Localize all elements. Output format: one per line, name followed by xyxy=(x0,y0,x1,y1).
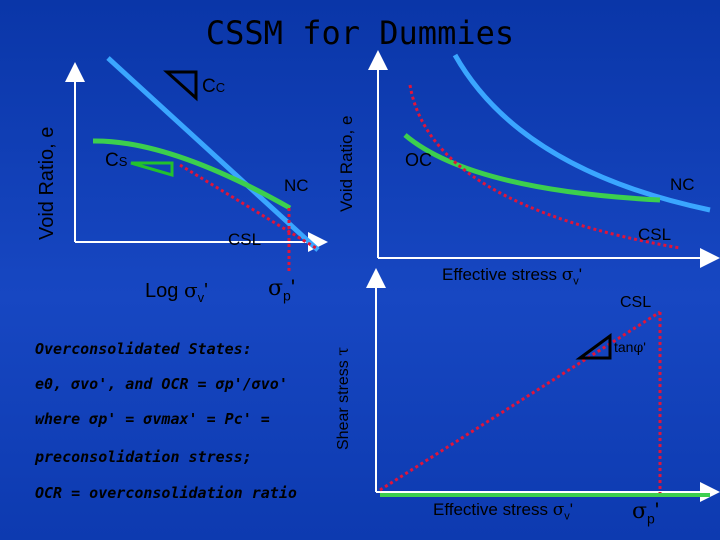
notes-line-1: e0, σvo', and OCR = σp'/σvo' xyxy=(35,375,288,393)
right-top-x-axis-label: Effective stress σv' xyxy=(442,265,583,288)
left-csl-line xyxy=(179,163,317,250)
oc-label: OC xyxy=(405,150,432,170)
cc-slope-triangle xyxy=(163,70,198,102)
left-csl-label: CSL xyxy=(228,230,262,249)
left-panel xyxy=(65,56,328,272)
right-bottom-csl-line xyxy=(379,310,661,492)
notes-line-3: preconsolidation stress; xyxy=(35,448,252,466)
left-nc-line xyxy=(106,56,320,252)
right-bottom-y-axis-label: Shear stress τ xyxy=(333,346,352,450)
tan-phi-label: tanφ' xyxy=(614,339,646,356)
left-x-axis-label: Log σv' xyxy=(145,278,208,305)
cs-slope-triangle xyxy=(130,161,174,178)
right-top-panel xyxy=(368,50,720,268)
notes-line-4: OCR = overconsolidation ratio xyxy=(35,484,297,502)
right-bottom-panel xyxy=(366,268,720,502)
left-y-axis-label: Void Ratio, e xyxy=(36,126,58,240)
right-top-csl-curve xyxy=(408,84,681,250)
notes-heading: Overconsolidated States: xyxy=(35,340,252,358)
page-title: CSSM for Dummies xyxy=(205,14,515,52)
right-bottom-csl-label: CSL xyxy=(620,294,652,311)
right-top-nc-curve xyxy=(452,53,711,213)
right-top-csl-label: CSL xyxy=(638,225,672,244)
tan-phi-slope-triangle xyxy=(575,333,612,360)
right-top-y-axis-label: Void Ratio, e xyxy=(337,115,356,212)
cs-label: CS xyxy=(105,150,128,171)
right-top-nc-label: NC xyxy=(670,175,695,194)
notes-line-2: where σp' = σvmax' = Pc' = xyxy=(35,410,270,428)
cc-label: CC xyxy=(202,76,226,97)
right-top-oc-curve xyxy=(403,133,661,203)
left-recompression-line xyxy=(92,138,292,211)
right-bottom-x-axis-label: Effective stress σv' xyxy=(433,500,574,523)
left-sigma-p-label: σp' xyxy=(268,275,296,304)
right-bottom-sigma-p-label: σp' xyxy=(632,498,660,527)
left-nc-label: NC xyxy=(284,176,309,195)
